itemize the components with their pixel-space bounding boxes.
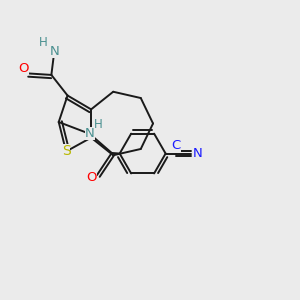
Text: N: N (50, 45, 59, 58)
Text: O: O (86, 172, 97, 184)
Text: S: S (62, 145, 70, 158)
Text: N: N (193, 147, 202, 160)
Text: C: C (171, 139, 181, 152)
Text: H: H (39, 36, 47, 49)
Text: O: O (19, 61, 29, 75)
Text: N: N (85, 127, 94, 140)
Text: H: H (94, 118, 102, 131)
